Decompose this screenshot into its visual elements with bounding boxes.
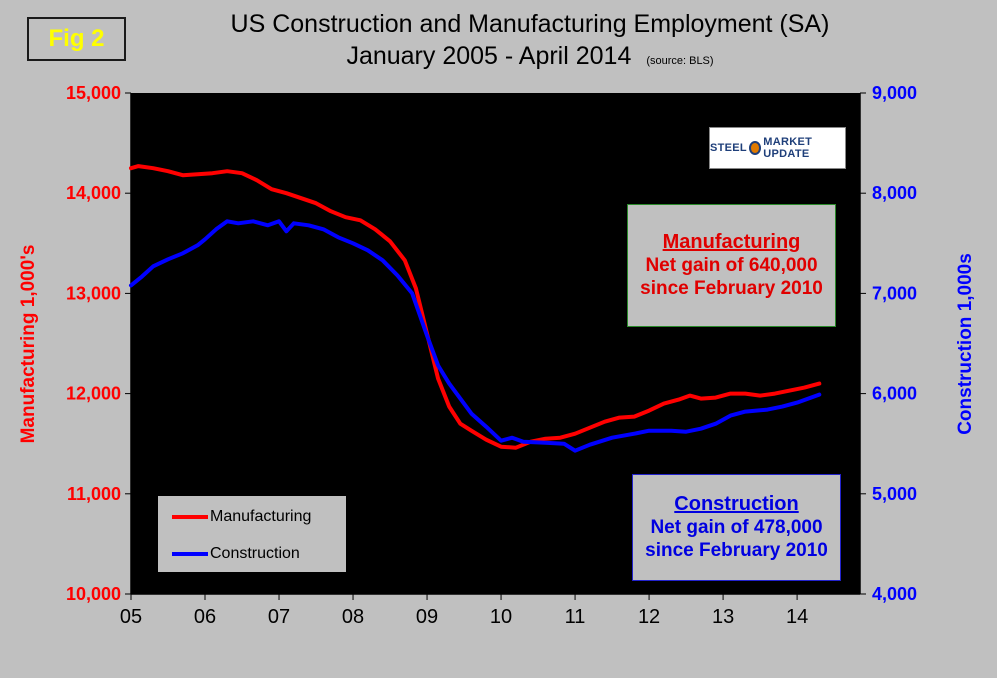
y-left-tick-label: 14,000 bbox=[66, 183, 121, 203]
y-right-tick-label: 7,000 bbox=[872, 283, 917, 303]
legend-item-manufacturing: Manufacturing bbox=[172, 508, 311, 526]
legend-item-construction: Construction bbox=[172, 545, 300, 563]
manufacturing-annotation-title: Manufacturing bbox=[662, 231, 801, 253]
x-tick-label: 13 bbox=[712, 606, 734, 628]
chart-title-line2: January 2005 - April 2014 (source: BLS) bbox=[140, 40, 920, 77]
x-tick-label: 07 bbox=[268, 606, 290, 628]
logo-text-left: STEEL bbox=[710, 142, 747, 154]
y-axis-right-label: Construction 1,000s bbox=[955, 253, 976, 435]
x-tick-label: 12 bbox=[638, 606, 660, 628]
x-tick-label: 08 bbox=[342, 606, 364, 628]
x-tick-label: 14 bbox=[786, 606, 808, 628]
construction-annotation-line1: Net gain of 478,000 bbox=[650, 517, 823, 538]
steel-market-update-logo: STEEL MARKET UPDATE bbox=[709, 127, 846, 169]
construction-annotation: Construction Net gain of 478,000 since F… bbox=[632, 474, 841, 581]
legend-label-construction: Construction bbox=[210, 545, 300, 562]
y-axis-left-label: Manufacturing 1,000's bbox=[18, 245, 39, 444]
legend-swatch-construction bbox=[172, 552, 208, 556]
y-right-tick-label: 8,000 bbox=[872, 183, 917, 203]
x-tick-label: 05 bbox=[120, 606, 142, 628]
manufacturing-annotation-line1: Net gain of 640,000 bbox=[645, 255, 818, 276]
chart-marks: 10,000 11,000 12,000 13,000 14,000 15,000 4,00… bbox=[66, 83, 917, 628]
y-left-tick-label: 10,000 bbox=[66, 584, 121, 604]
manufacturing-annotation: Manufacturing Net gain of 640,000 since … bbox=[627, 204, 836, 327]
y-left-tick-label: 12,000 bbox=[66, 384, 121, 404]
series-line-manufacturing bbox=[129, 164, 822, 450]
y-right-tick-label: 4,000 bbox=[872, 584, 917, 604]
logo-text-right: MARKET UPDATE bbox=[763, 136, 813, 160]
legend-swatch-manufacturing bbox=[172, 515, 208, 519]
x-tick-label: 11 bbox=[565, 606, 586, 628]
chart-title-date-range: January 2005 - April 2014 bbox=[346, 42, 632, 70]
series-line-construction bbox=[129, 219, 822, 453]
figure-number-badge: Fig 2 bbox=[27, 17, 126, 61]
y-right-tick-label: 9,000 bbox=[872, 83, 917, 103]
y-left-tick-label: 13,000 bbox=[66, 283, 121, 303]
y-left-tick-label: 11,000 bbox=[67, 484, 121, 504]
y-left-tick-label: 15,000 bbox=[66, 83, 121, 103]
chart-title-line1: US Construction and Manufacturing Employ… bbox=[230, 10, 830, 38]
logo-circle-icon bbox=[748, 141, 762, 155]
x-tick-label: 10 bbox=[490, 606, 512, 628]
chart-title: US Construction and Manufacturing Employ… bbox=[140, 8, 920, 77]
chart-legend: Manufacturing Construction bbox=[158, 496, 346, 572]
x-tick-label: 06 bbox=[194, 606, 216, 628]
legend-label-manufacturing: Manufacturing bbox=[210, 508, 312, 525]
x-tick-label: 09 bbox=[416, 606, 438, 628]
manufacturing-annotation-line2: since February 2010 bbox=[640, 278, 823, 299]
construction-annotation-title: Construction bbox=[674, 493, 799, 515]
chart-source-note: (source: BLS) bbox=[646, 55, 714, 67]
y-right-tick-label: 6,000 bbox=[872, 384, 917, 404]
construction-annotation-line2: since February 2010 bbox=[645, 540, 828, 561]
y-right-tick-label: 5,000 bbox=[872, 484, 917, 504]
